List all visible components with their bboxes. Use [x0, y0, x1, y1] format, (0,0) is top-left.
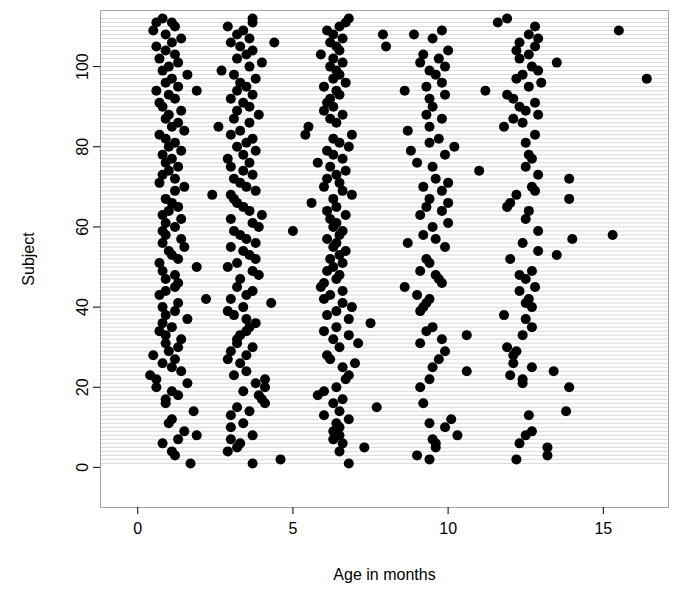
svg-text:100: 100 — [74, 53, 91, 80]
svg-text:10: 10 — [439, 520, 457, 537]
svg-text:40: 40 — [74, 298, 91, 316]
svg-text:0: 0 — [133, 520, 142, 537]
svg-text:60: 60 — [74, 218, 91, 236]
svg-text:Age in months: Age in months — [333, 566, 435, 583]
svg-text:80: 80 — [74, 138, 91, 156]
svg-text:5: 5 — [288, 520, 297, 537]
svg-text:15: 15 — [594, 520, 612, 537]
svg-text:0: 0 — [74, 463, 91, 472]
svg-text:Subject: Subject — [20, 232, 37, 286]
svg-text:20: 20 — [74, 378, 91, 396]
